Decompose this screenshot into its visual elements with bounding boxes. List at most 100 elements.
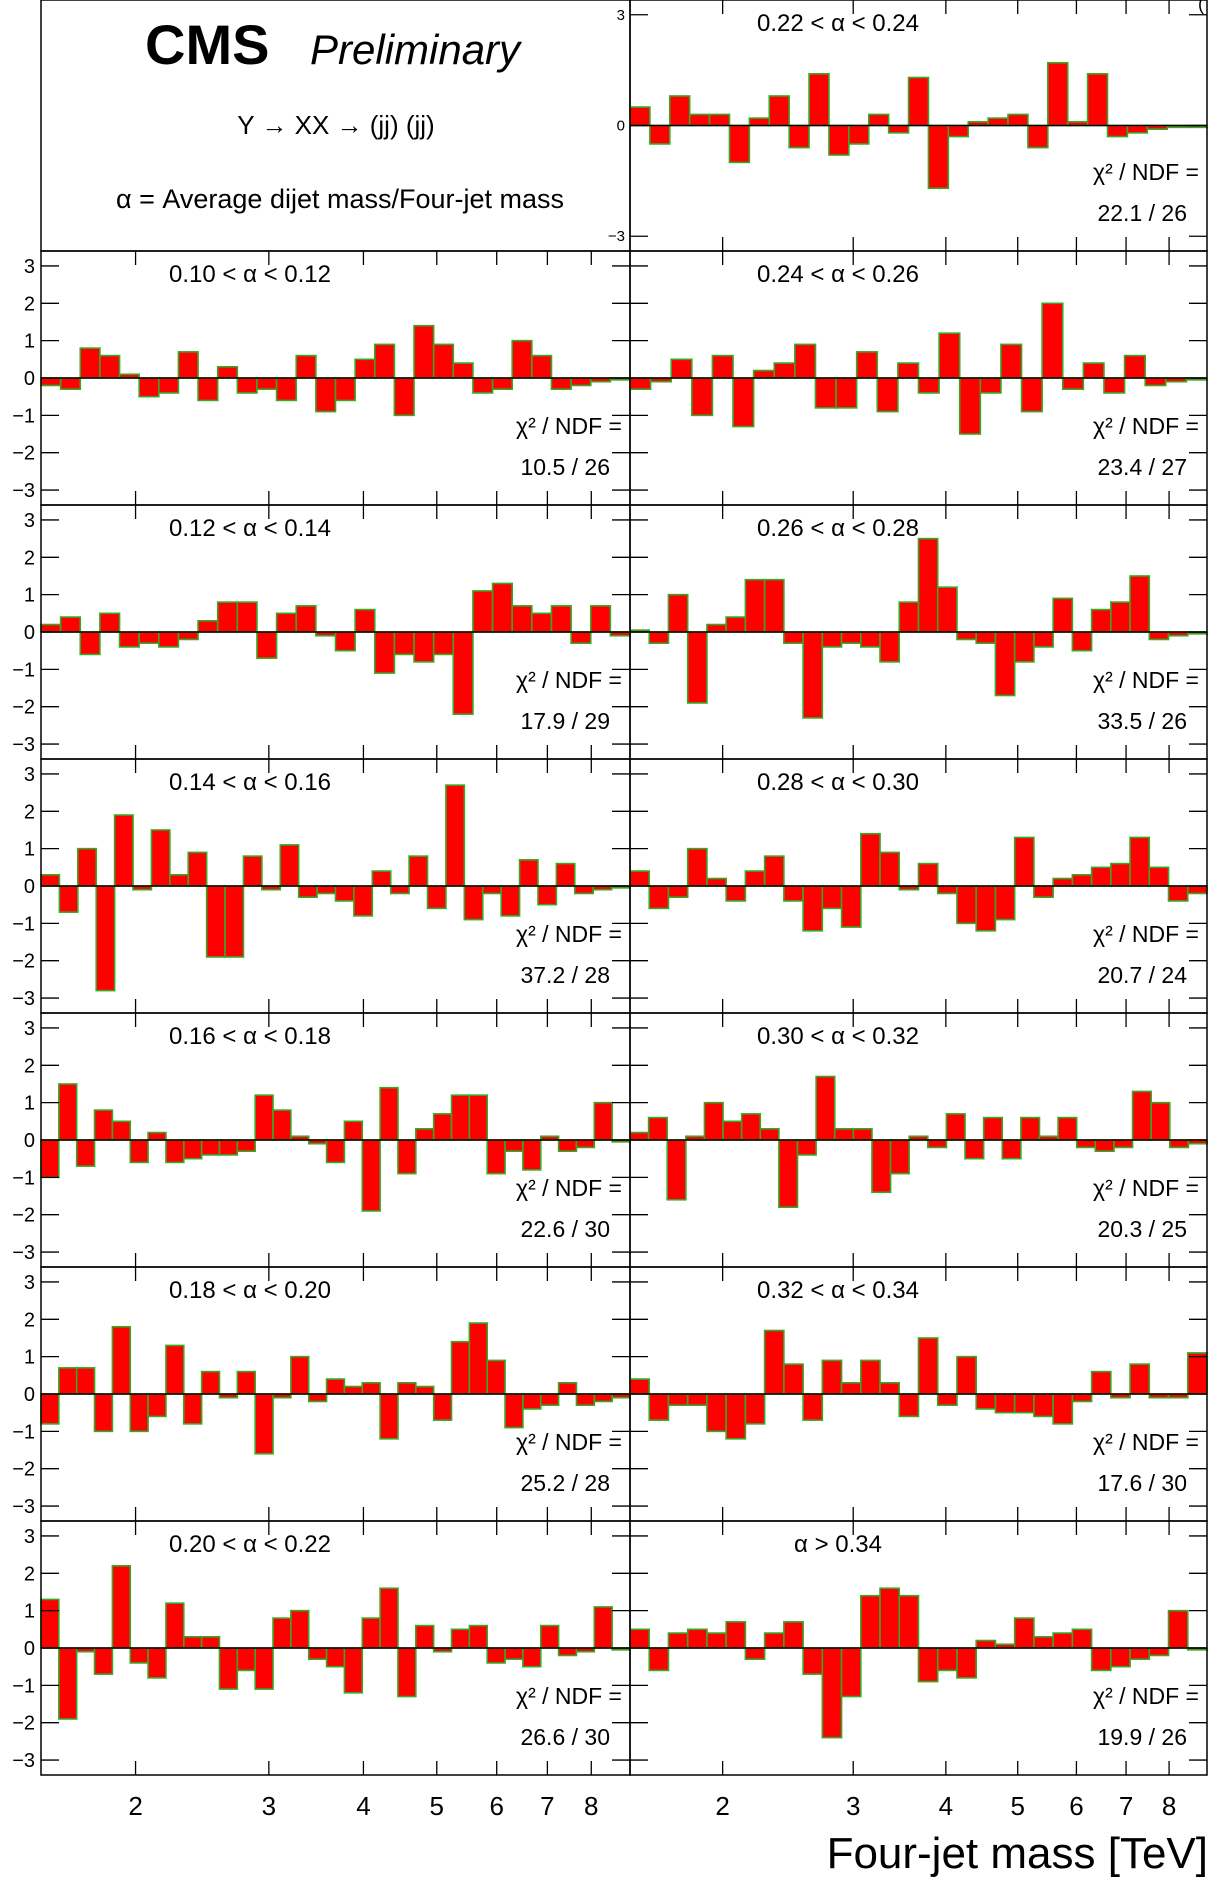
chi2-value: 23.4 / 27	[1097, 454, 1187, 480]
residual-bar	[504, 1139, 524, 1153]
residual-bar	[486, 1359, 506, 1395]
chi2-value: 25.2 / 28	[520, 1470, 610, 1496]
residual-bar	[200, 1370, 221, 1395]
residual-bar	[783, 1621, 804, 1649]
residual-bar	[1123, 354, 1146, 379]
residual-bar	[40, 623, 62, 633]
residual-bar	[177, 631, 199, 641]
residual-bar	[629, 1378, 651, 1395]
residual-bar	[593, 1101, 613, 1141]
residual-bar	[744, 1647, 766, 1661]
residual-bar	[93, 1393, 114, 1433]
panel-right-2: 0.24 < α < 0.26 χ² / NDF = 23.4 / 27	[629, 250, 1208, 506]
residual-bar	[531, 354, 553, 379]
residual-bar	[1071, 1393, 1093, 1403]
chi2-label: χ² / NDF =	[516, 1429, 622, 1455]
residual-bar	[1110, 862, 1131, 887]
residual-bar	[472, 377, 494, 394]
residual-bar	[706, 1393, 727, 1433]
residual-bar	[859, 1359, 881, 1395]
residual-bar	[468, 1624, 489, 1649]
residual-bar	[1020, 377, 1043, 413]
chi2-value: 19.9 / 26	[1097, 1724, 1187, 1750]
residual-bar	[794, 343, 817, 379]
residual-bar	[744, 578, 766, 633]
residual-bar	[1131, 1090, 1152, 1141]
residual-bar	[802, 631, 824, 719]
residual-bar	[138, 377, 160, 398]
chi2-value: 17.6 / 30	[1097, 1470, 1187, 1496]
residual-bar	[815, 1075, 836, 1141]
residual-bar	[295, 605, 317, 633]
residual-bar	[828, 124, 850, 156]
residual-bar	[1086, 73, 1109, 127]
residual-bar	[1168, 1139, 1190, 1149]
alpha-range-label: 0.24 < α < 0.26	[757, 261, 919, 288]
preliminary-label: Preliminary	[310, 26, 523, 73]
y-tick-label: 3	[24, 764, 35, 786]
chi2-value: 20.7 / 24	[1097, 962, 1187, 988]
residual-bar	[379, 1587, 399, 1649]
residual-bar	[452, 631, 474, 715]
residual-bar	[708, 113, 731, 127]
residual-bar	[254, 1393, 274, 1455]
residual-bar	[1129, 575, 1151, 633]
residual-bar	[802, 1647, 824, 1675]
residual-bar	[975, 1393, 997, 1410]
residual-bar	[256, 631, 278, 659]
residual-bar	[138, 631, 160, 645]
residual-bar	[725, 885, 747, 902]
residual-bar	[629, 106, 651, 127]
residual-bar	[187, 851, 208, 887]
residual-bar	[759, 1127, 780, 1141]
residual-bar	[575, 1393, 596, 1407]
residual-bar	[40, 1393, 60, 1425]
residual-bar	[111, 1325, 132, 1395]
residual-bar	[917, 537, 939, 633]
residual-bar	[1126, 124, 1149, 134]
residual-bar	[147, 1131, 167, 1141]
residual-bar	[1090, 608, 1112, 633]
residual-bar	[452, 362, 474, 379]
y-tick-label: 0	[617, 118, 625, 135]
residual-bar	[706, 877, 727, 887]
residual-bar	[254, 1647, 274, 1690]
residual-bar	[629, 1628, 651, 1649]
alpha-range-label: 0.28 < α < 0.30	[757, 769, 919, 796]
residual-bar	[373, 631, 396, 674]
residual-bar	[40, 1598, 60, 1649]
residual-bar	[59, 616, 82, 633]
residual-bar	[859, 1594, 881, 1649]
residual-bar	[165, 1139, 185, 1164]
residual-bar	[218, 1139, 239, 1156]
chi2-value: 20.3 / 25	[1097, 1216, 1187, 1242]
residual-bar	[79, 347, 101, 379]
x-tick-label: 4	[356, 1791, 370, 1821]
y-tick-label: −2	[12, 1459, 35, 1481]
x-tick-label: 8	[1162, 1791, 1176, 1821]
residual-bar	[667, 1393, 689, 1407]
alpha-range-label: 0.22 < α < 0.24	[757, 10, 919, 37]
y-tick-label: 1	[24, 1347, 35, 1369]
residual-bar	[648, 631, 670, 645]
residual-bar	[711, 354, 734, 379]
residual-bar	[361, 1617, 381, 1649]
residual-bar	[964, 1139, 985, 1160]
residual-bar	[670, 358, 693, 379]
residual-bar	[522, 1139, 542, 1171]
residual-bar	[573, 885, 594, 895]
y-tick-label: −2	[12, 697, 35, 719]
y-tick-label: 0	[24, 1130, 35, 1152]
residual-bar	[852, 1127, 873, 1141]
residual-bar	[1148, 631, 1170, 641]
residual-bar	[927, 124, 950, 190]
residual-bar	[40, 873, 61, 887]
residual-bar	[557, 1139, 578, 1153]
residual-bar	[279, 844, 300, 887]
y-tick-label: 0	[24, 622, 35, 644]
residual-bar	[570, 631, 592, 645]
residual-bar	[1186, 1352, 1208, 1395]
residual-bar	[1150, 1101, 1171, 1141]
x-tick-label: 3	[262, 1791, 276, 1821]
